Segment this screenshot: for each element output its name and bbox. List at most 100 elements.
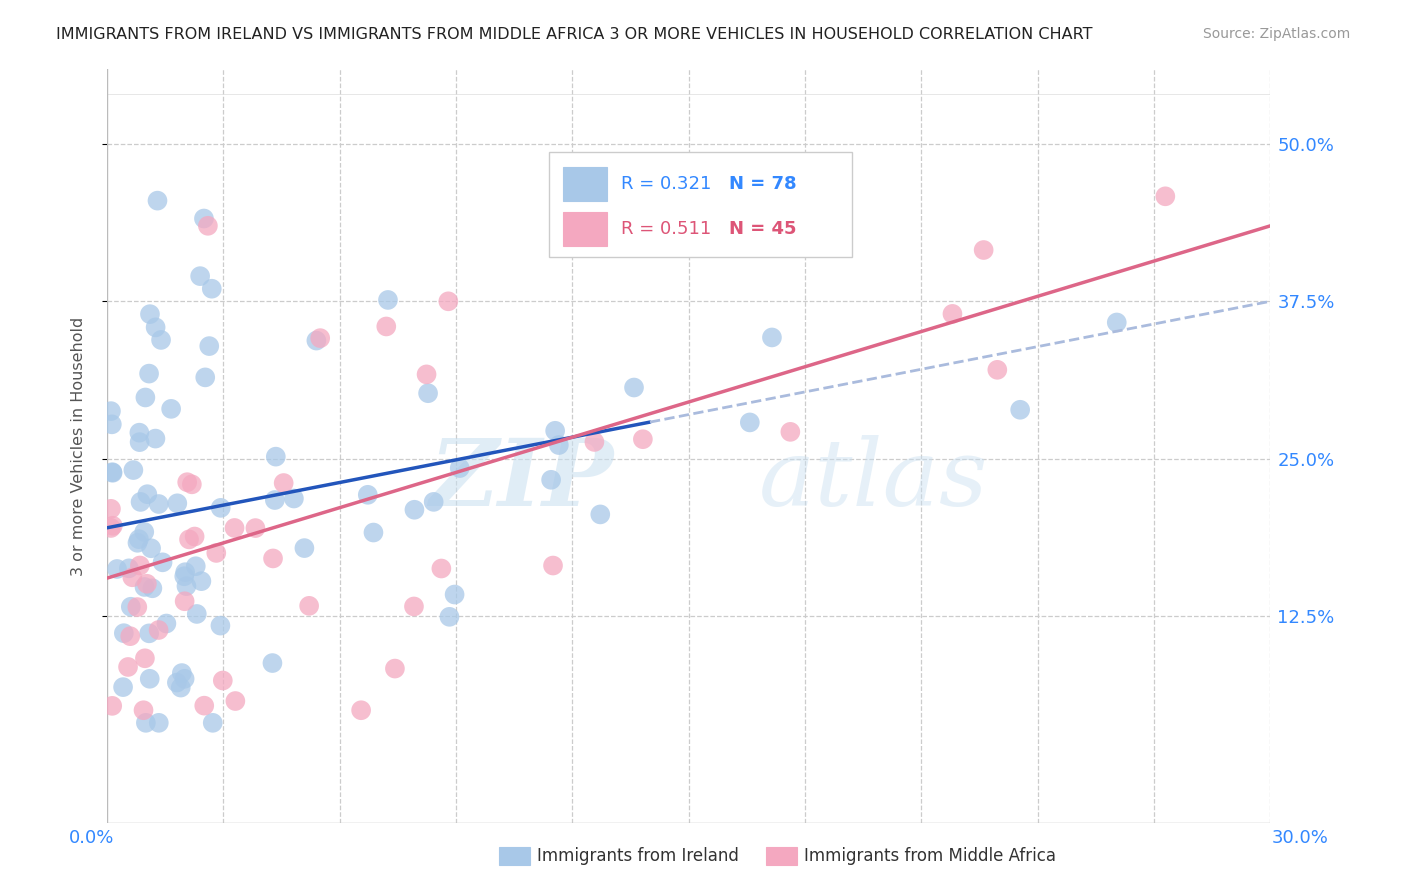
Point xyxy=(117,660,139,674)
Point xyxy=(112,626,135,640)
Point xyxy=(170,681,193,695)
Point xyxy=(1105,316,1128,330)
Point xyxy=(148,715,170,730)
Point xyxy=(134,391,156,405)
Point xyxy=(631,432,654,446)
Point xyxy=(655,235,678,249)
Point xyxy=(941,307,963,321)
Point xyxy=(135,715,157,730)
Point xyxy=(145,320,167,334)
Point xyxy=(193,211,215,226)
Point xyxy=(135,576,157,591)
Point xyxy=(112,680,135,694)
Point xyxy=(541,558,564,573)
Point xyxy=(127,600,149,615)
Point xyxy=(176,475,198,490)
Point xyxy=(193,698,215,713)
Point xyxy=(209,618,232,632)
Point xyxy=(166,675,188,690)
Point xyxy=(589,508,612,522)
Point xyxy=(363,525,385,540)
Point xyxy=(416,386,439,401)
Point xyxy=(1154,189,1177,203)
Point xyxy=(443,588,465,602)
Point xyxy=(101,466,124,480)
Point xyxy=(120,599,142,614)
Point xyxy=(101,518,124,533)
Text: 0.0%: 0.0% xyxy=(69,829,114,847)
Point xyxy=(738,416,761,430)
Point xyxy=(540,473,562,487)
Point xyxy=(100,521,122,535)
Text: IMMIGRANTS FROM IRELAND VS IMMIGRANTS FROM MIDDLE AFRICA 3 OR MORE VEHICLES IN H: IMMIGRANTS FROM IRELAND VS IMMIGRANTS FR… xyxy=(56,27,1092,42)
Point xyxy=(166,496,188,510)
Point xyxy=(263,493,285,508)
Point xyxy=(544,424,567,438)
Point xyxy=(779,425,801,439)
Point xyxy=(148,497,170,511)
Point xyxy=(176,579,198,593)
Point xyxy=(118,561,141,575)
Bar xyxy=(564,212,607,246)
Point xyxy=(986,363,1008,377)
Point xyxy=(264,450,287,464)
Point xyxy=(273,476,295,491)
Point xyxy=(138,367,160,381)
Point xyxy=(190,574,212,589)
Point xyxy=(136,487,159,501)
Point xyxy=(173,594,195,608)
Point xyxy=(134,651,156,665)
Y-axis label: 3 or more Vehicles in Household: 3 or more Vehicles in Household xyxy=(72,317,86,575)
Point xyxy=(449,461,471,475)
Point xyxy=(198,339,221,353)
Point xyxy=(174,565,197,579)
Point xyxy=(148,623,170,637)
Point xyxy=(127,536,149,550)
Point xyxy=(375,319,398,334)
Point xyxy=(211,673,233,688)
Point xyxy=(121,570,143,584)
Point xyxy=(583,434,606,449)
Point xyxy=(160,401,183,416)
Point xyxy=(298,599,321,613)
Point xyxy=(224,694,246,708)
Point xyxy=(128,425,150,440)
Text: atlas: atlas xyxy=(759,435,988,525)
Point xyxy=(184,559,207,574)
Point xyxy=(224,521,246,535)
Point xyxy=(177,533,200,547)
Point xyxy=(138,626,160,640)
Text: R = 0.511: R = 0.511 xyxy=(621,220,711,238)
Point xyxy=(973,243,995,257)
Text: ZIP: ZIP xyxy=(429,435,613,525)
Point xyxy=(146,194,169,208)
Point xyxy=(170,666,193,681)
Point xyxy=(180,477,202,491)
Point xyxy=(422,495,444,509)
Text: 30.0%: 30.0% xyxy=(1272,829,1329,847)
Point xyxy=(129,495,152,509)
Text: Immigrants from Ireland: Immigrants from Ireland xyxy=(537,847,740,865)
Point xyxy=(155,616,177,631)
Point xyxy=(209,500,232,515)
Point xyxy=(138,672,160,686)
Point xyxy=(100,404,122,418)
Point xyxy=(173,672,195,686)
Point xyxy=(309,331,332,345)
Point xyxy=(134,580,156,594)
Point xyxy=(437,294,460,309)
Point xyxy=(186,607,208,621)
Bar xyxy=(564,167,607,201)
Point xyxy=(305,334,328,348)
Point xyxy=(183,529,205,543)
Point xyxy=(350,703,373,717)
Point xyxy=(139,307,162,321)
Point xyxy=(128,435,150,450)
Point xyxy=(101,465,124,479)
Point xyxy=(150,333,173,347)
Point xyxy=(100,501,122,516)
Point xyxy=(152,555,174,569)
Point xyxy=(145,432,167,446)
Text: Source: ZipAtlas.com: Source: ZipAtlas.com xyxy=(1202,27,1350,41)
Point xyxy=(129,558,152,573)
